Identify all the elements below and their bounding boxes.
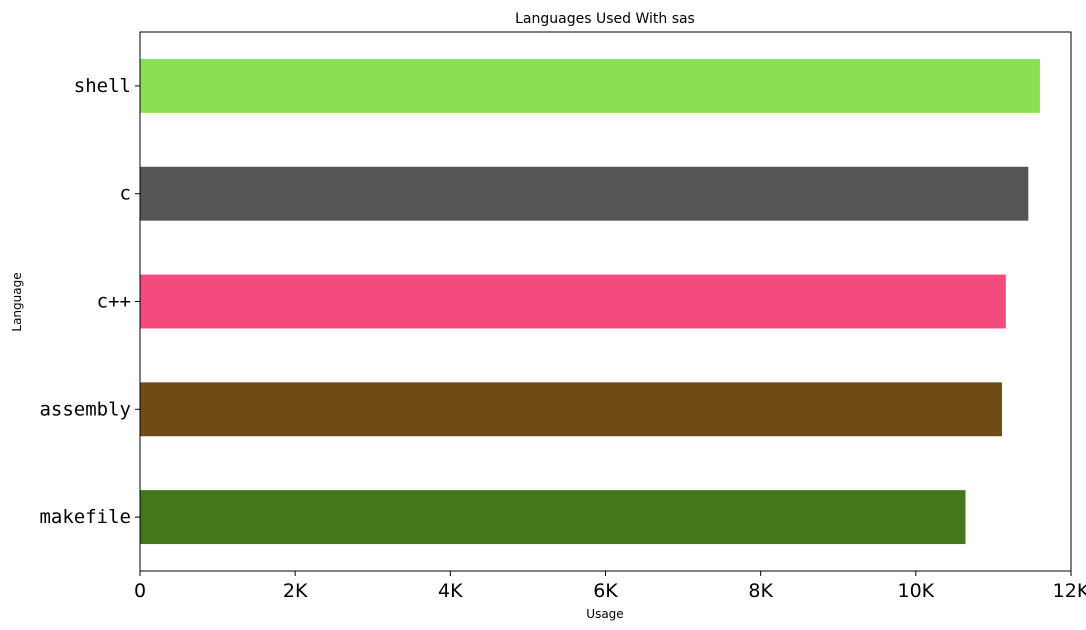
bar-c xyxy=(140,166,1029,221)
plot-frame xyxy=(139,31,1072,572)
y-tick-label: c++ xyxy=(97,291,131,313)
y-tick-label: shell xyxy=(74,75,131,97)
bar-makefile xyxy=(140,490,966,545)
x-axis-label: Usage xyxy=(586,607,623,621)
x-tick-label: 8K xyxy=(748,580,773,602)
y-tick-label: c xyxy=(120,183,131,205)
bars-group xyxy=(140,58,1040,545)
y-tick-label: makefile xyxy=(39,506,131,528)
y-axis-label: Language xyxy=(10,272,24,331)
bar-cpp xyxy=(140,274,1006,329)
x-tick-label: 6K xyxy=(593,580,618,602)
bar-assembly xyxy=(140,382,1002,437)
x-tick-label: 2K xyxy=(283,580,308,602)
chart-title: Languages Used With sas xyxy=(515,11,695,27)
y-axis-ticks: shell c c++ assembly makefile xyxy=(39,75,140,528)
y-tick-label: assembly xyxy=(39,398,131,420)
x-axis-ticks: 0 2K 4K 6K 8K 10K 12K xyxy=(134,571,1086,602)
x-tick-label: 0 xyxy=(134,580,146,602)
x-tick-label: 10K xyxy=(898,580,935,602)
x-tick-label: 4K xyxy=(438,580,463,602)
bar-shell xyxy=(140,58,1040,113)
x-tick-label: 12K xyxy=(1053,580,1086,602)
